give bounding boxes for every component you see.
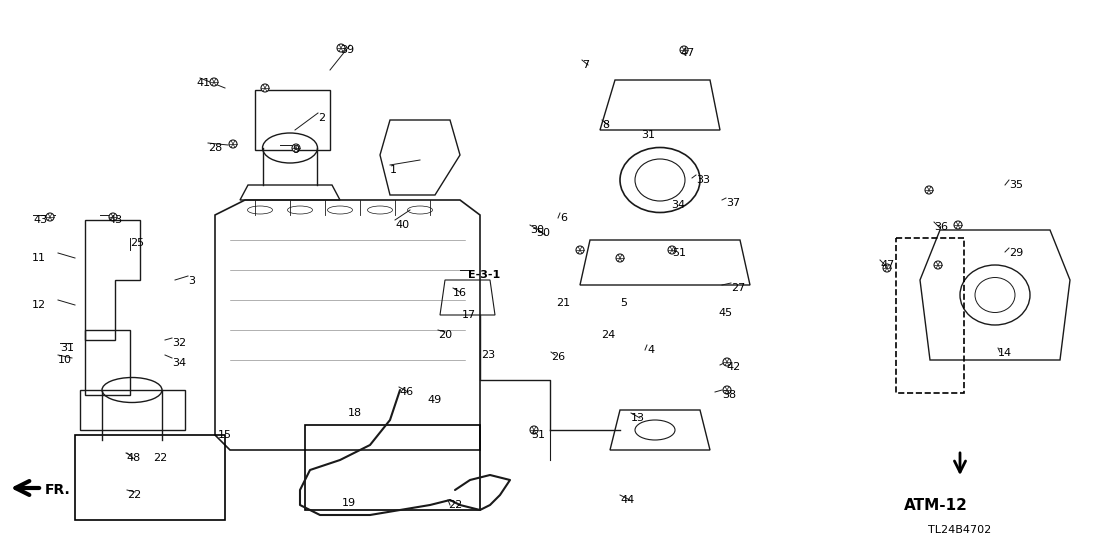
Text: 12: 12 bbox=[32, 300, 47, 310]
Text: 10: 10 bbox=[58, 355, 72, 365]
Text: 22: 22 bbox=[448, 500, 462, 510]
Text: 43: 43 bbox=[33, 215, 48, 225]
Text: 33: 33 bbox=[696, 175, 710, 185]
Circle shape bbox=[576, 246, 584, 254]
Text: 50: 50 bbox=[536, 228, 550, 238]
Circle shape bbox=[530, 426, 538, 434]
Circle shape bbox=[616, 254, 624, 262]
Text: 30: 30 bbox=[530, 225, 544, 235]
Text: 37: 37 bbox=[726, 198, 740, 208]
Text: 25: 25 bbox=[130, 238, 144, 248]
Text: 41: 41 bbox=[196, 78, 211, 88]
Text: 9: 9 bbox=[293, 145, 299, 155]
Text: 40: 40 bbox=[394, 220, 409, 230]
Text: 42: 42 bbox=[726, 362, 740, 372]
Text: 18: 18 bbox=[348, 408, 362, 418]
Text: 51: 51 bbox=[671, 248, 686, 258]
Text: 34: 34 bbox=[172, 358, 186, 368]
Circle shape bbox=[229, 140, 237, 148]
Text: 44: 44 bbox=[620, 495, 634, 505]
Text: 51: 51 bbox=[531, 430, 545, 440]
Circle shape bbox=[680, 46, 688, 54]
Bar bbox=[896, 238, 964, 393]
Circle shape bbox=[668, 246, 676, 254]
Text: E-3-1: E-3-1 bbox=[468, 270, 500, 280]
Text: 6: 6 bbox=[560, 213, 567, 223]
Circle shape bbox=[261, 84, 269, 92]
Circle shape bbox=[954, 221, 962, 229]
Text: 47: 47 bbox=[880, 260, 894, 270]
Text: 5: 5 bbox=[620, 298, 627, 308]
Circle shape bbox=[883, 264, 891, 272]
Text: 31: 31 bbox=[642, 130, 655, 140]
Text: 11: 11 bbox=[32, 253, 47, 263]
Text: 34: 34 bbox=[671, 200, 685, 210]
Text: 32: 32 bbox=[172, 338, 186, 348]
Text: 29: 29 bbox=[1009, 248, 1024, 258]
Text: 48: 48 bbox=[126, 453, 141, 463]
Text: FR.: FR. bbox=[45, 483, 71, 497]
Text: 3: 3 bbox=[188, 276, 195, 286]
Text: 19: 19 bbox=[342, 498, 356, 508]
Text: 7: 7 bbox=[582, 60, 589, 70]
Text: 21: 21 bbox=[556, 298, 571, 308]
Text: 2: 2 bbox=[318, 113, 325, 123]
Text: ATM-12: ATM-12 bbox=[904, 498, 968, 513]
Circle shape bbox=[337, 44, 345, 52]
Text: 46: 46 bbox=[399, 387, 413, 397]
Text: 4: 4 bbox=[647, 345, 654, 355]
Circle shape bbox=[724, 386, 731, 394]
Text: 24: 24 bbox=[601, 330, 615, 340]
Text: 49: 49 bbox=[427, 395, 441, 405]
Bar bbox=[75, 435, 225, 520]
Text: 38: 38 bbox=[722, 390, 736, 400]
Text: 39: 39 bbox=[340, 45, 355, 55]
Text: 14: 14 bbox=[998, 348, 1012, 358]
Circle shape bbox=[47, 213, 54, 221]
Circle shape bbox=[925, 186, 933, 194]
Circle shape bbox=[293, 144, 300, 152]
Text: 26: 26 bbox=[551, 352, 565, 362]
Text: 43: 43 bbox=[107, 215, 122, 225]
Text: 27: 27 bbox=[731, 283, 746, 293]
Text: 22: 22 bbox=[153, 453, 167, 463]
Text: 22: 22 bbox=[127, 490, 141, 500]
Text: 13: 13 bbox=[630, 413, 645, 423]
Text: 8: 8 bbox=[602, 120, 609, 130]
Circle shape bbox=[211, 78, 218, 86]
Text: 15: 15 bbox=[218, 430, 232, 440]
Text: 20: 20 bbox=[438, 330, 452, 340]
Text: 17: 17 bbox=[462, 310, 476, 320]
Text: 35: 35 bbox=[1009, 180, 1023, 190]
Bar bbox=[305, 425, 480, 510]
Text: 16: 16 bbox=[453, 288, 466, 298]
Text: 45: 45 bbox=[718, 308, 732, 318]
Text: 23: 23 bbox=[481, 350, 495, 360]
Circle shape bbox=[934, 261, 942, 269]
Text: 36: 36 bbox=[934, 222, 948, 232]
Text: 28: 28 bbox=[208, 143, 223, 153]
Circle shape bbox=[724, 358, 731, 366]
Text: 47: 47 bbox=[680, 48, 695, 58]
Text: 1: 1 bbox=[390, 165, 397, 175]
Text: TL24B4702: TL24B4702 bbox=[929, 525, 992, 535]
Circle shape bbox=[109, 213, 117, 221]
Text: 31: 31 bbox=[60, 343, 74, 353]
